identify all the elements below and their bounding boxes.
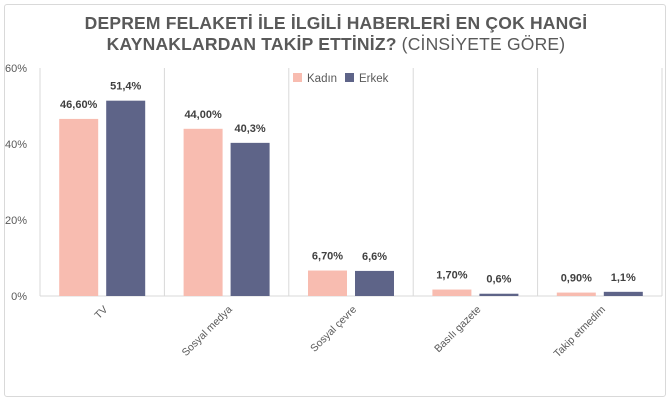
bar-kadın (432, 289, 472, 296)
y-tick-label: 40% (5, 139, 27, 151)
bar-erkek (230, 142, 270, 296)
legend-label: Kadın (307, 73, 337, 85)
category-label: Sosyal çevre (308, 304, 359, 355)
chart-title: DEPREM FELAKETİ İLE İLGİLİ HABERLERİ EN … (20, 13, 652, 55)
bar-erkek (479, 293, 519, 296)
bar-erkek (106, 100, 146, 297)
data-label: 46,60% (60, 99, 98, 111)
category-label: Sosyal medya (180, 304, 235, 359)
category-label: Takip etmedim (552, 303, 609, 360)
data-label: 6,70% (312, 251, 343, 263)
data-label: 40,3% (234, 123, 265, 135)
y-tick-label: 60% (5, 63, 27, 75)
data-label: 6,6% (362, 251, 387, 263)
bar-kadın (308, 270, 347, 296)
chart-title-main: DEPREM FELAKETİ İLE İLGİLİ HABERLERİ EN … (84, 13, 588, 54)
bar-erkek (355, 270, 394, 296)
bar-kadın (556, 292, 596, 296)
data-label: 0,6% (486, 274, 511, 286)
legend-swatch (345, 73, 354, 82)
legend-label: Erkek (359, 73, 389, 85)
legend-swatch (293, 73, 302, 82)
category-label: Basılı gazete (432, 304, 484, 356)
data-label: 0,90% (561, 273, 592, 285)
data-label: 1,70% (436, 270, 467, 282)
data-label: 44,00% (184, 109, 222, 121)
bar-kadın (183, 128, 223, 296)
y-tick-label: 20% (5, 215, 27, 227)
data-label: 1,1% (611, 272, 636, 284)
data-label: 51,4% (110, 81, 141, 93)
bar-erkek (603, 291, 643, 296)
bar-kadın (59, 118, 99, 296)
category-label: TV (92, 304, 110, 322)
chart-frame (4, 4, 666, 397)
chart-title-sub: (CİNSİYETE GÖRE) (401, 34, 566, 54)
y-tick-label: 0% (11, 291, 27, 303)
